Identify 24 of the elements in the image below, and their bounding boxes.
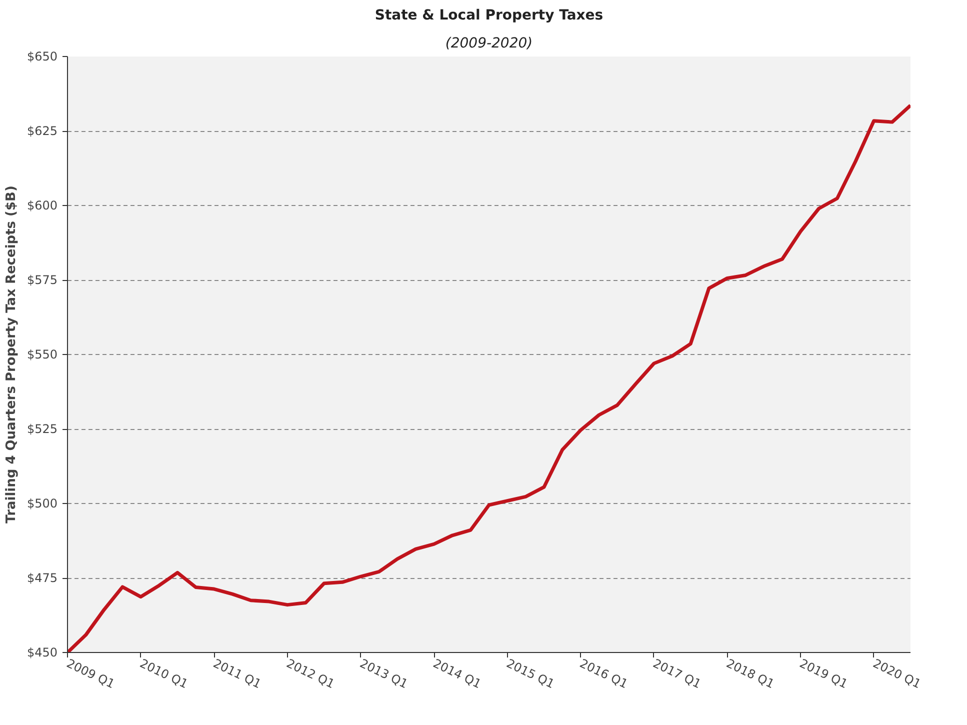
y-tick-label: $525 xyxy=(26,422,58,436)
x-tick-label: 2016 Q1 xyxy=(578,656,630,692)
x-tick-label: 2010 Q1 xyxy=(138,656,190,692)
x-tick-label: 2017 Q1 xyxy=(650,656,704,692)
y-tick-label: $650 xyxy=(26,50,58,64)
x-tick-label: 2013 Q1 xyxy=(358,656,410,692)
x-tick-label: 2014 Q1 xyxy=(430,656,484,692)
x-tick-label: 2015 Q1 xyxy=(504,656,557,692)
y-tick-label: $450 xyxy=(26,646,58,660)
x-tick-label: 2019 Q1 xyxy=(798,656,850,692)
chart-title: State & Local Property Taxes xyxy=(374,8,604,24)
x-tick-label: 2012 Q1 xyxy=(284,656,337,692)
x-tick-label: 2009 Q1 xyxy=(64,656,117,692)
x-tick-label: 2020 Q1 xyxy=(870,656,924,692)
x-tick-label: 2011 Q1 xyxy=(211,656,264,692)
y-tick-label: $600 xyxy=(26,198,58,212)
chart-subtitle: (2009-2020) xyxy=(445,36,533,52)
y-tick-label: $550 xyxy=(26,348,58,362)
y-axis-title: Trailing 4 Quarters Property Tax Receipts ($B) xyxy=(4,186,19,524)
y-tick-label: $500 xyxy=(26,496,58,510)
y-tick-label: $575 xyxy=(26,273,58,287)
y-tick-label: $625 xyxy=(26,124,58,138)
y-tick-label: $475 xyxy=(26,571,58,585)
x-tick-label: 2018 Q1 xyxy=(724,656,777,692)
